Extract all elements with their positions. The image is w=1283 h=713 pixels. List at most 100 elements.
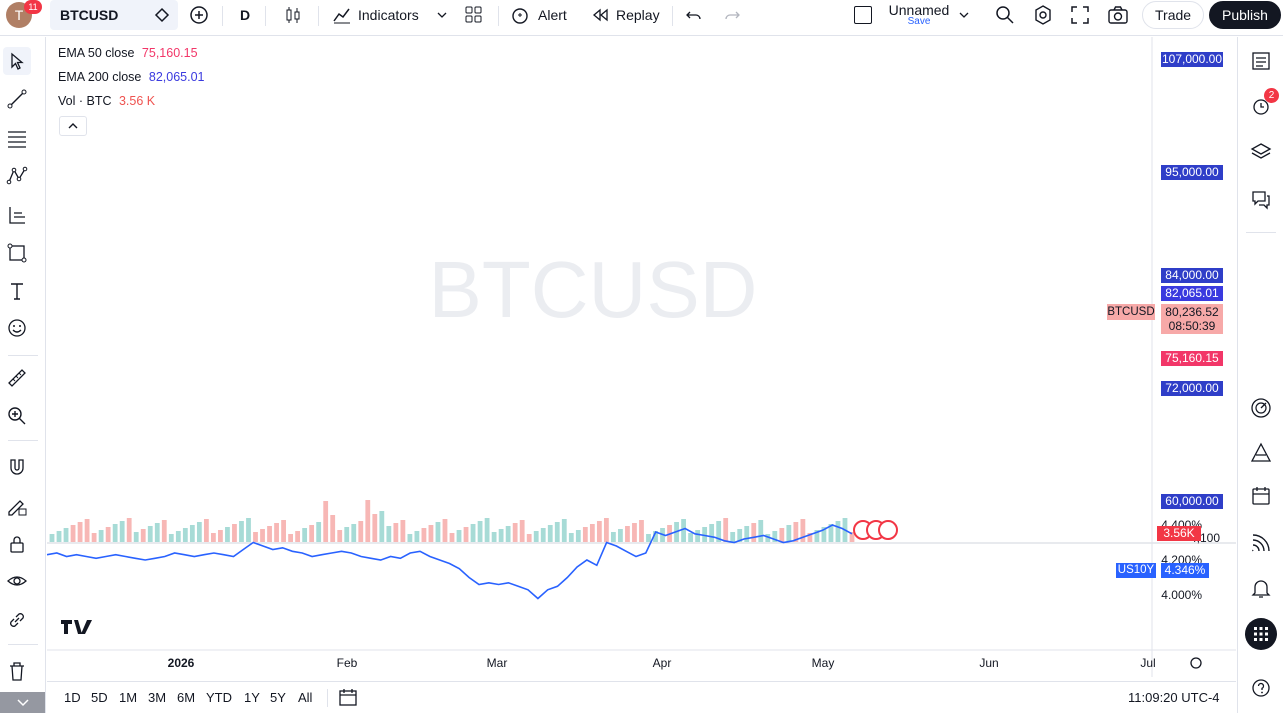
notifications-button[interactable] <box>1247 574 1275 602</box>
forecast-tool[interactable] <box>3 201 31 229</box>
chats-button[interactable] <box>1247 185 1275 213</box>
range-1m[interactable]: 1M <box>119 690 138 705</box>
collapse-toolbar-button[interactable] <box>0 692 45 713</box>
range-6m[interactable]: 6M <box>177 690 196 705</box>
cursor-icon <box>11 52 24 70</box>
range-ytd[interactable]: YTD <box>206 690 232 705</box>
indicators-dropdown[interactable] <box>436 0 448 30</box>
trade-button[interactable]: Trade <box>1142 0 1205 30</box>
fullscreen-button[interactable] <box>1070 0 1090 30</box>
fib-tool[interactable] <box>3 124 31 152</box>
horizontal-lines-icon <box>8 131 26 148</box>
shapes-tool[interactable] <box>3 239 31 267</box>
redo-button[interactable] <box>722 0 742 30</box>
chat-bubbles-icon <box>1252 191 1270 210</box>
us10y-line <box>46 524 853 600</box>
snapshot-button[interactable] <box>1107 0 1129 30</box>
indicators-label: Indicators <box>358 7 419 23</box>
drawing-mode-tool[interactable] <box>3 492 31 520</box>
news-button[interactable] <box>1247 529 1275 557</box>
publish-button[interactable]: Publish <box>1209 0 1281 30</box>
volume-bar <box>70 525 76 542</box>
volume-bar <box>618 529 623 542</box>
redo-icon <box>725 11 740 20</box>
quick-search-button[interactable] <box>994 0 1016 30</box>
layout-name-button[interactable]: Unnamed Save <box>888 2 950 27</box>
undo-button[interactable] <box>684 0 704 30</box>
publish-label: Publish <box>1209 1 1281 29</box>
settings-button[interactable] <box>1032 0 1054 30</box>
drawing-toolbar <box>0 37 46 713</box>
layout-checkbox[interactable] <box>854 0 872 30</box>
volume-bar <box>835 521 841 542</box>
lock-tool[interactable] <box>3 530 31 558</box>
volume-bar <box>246 518 251 542</box>
layout-dropdown[interactable] <box>958 0 970 30</box>
compare-diamond-icon[interactable] <box>154 7 170 23</box>
volume-bar <box>582 527 588 542</box>
volume-bar <box>421 528 427 542</box>
cursor-tool[interactable] <box>3 47 31 75</box>
calendar-button[interactable] <box>1247 482 1275 510</box>
hline-label: 60,000.00 <box>1161 494 1223 509</box>
ideas-button[interactable] <box>1247 439 1275 467</box>
ema50-legend[interactable]: EMA 50 close 75,160.15 <box>58 46 198 60</box>
ema200-legend[interactable]: EMA 200 close 82,065.01 <box>58 70 204 84</box>
zoom-tool[interactable] <box>3 402 31 430</box>
range-5d[interactable]: 5D <box>91 690 108 705</box>
collapse-legend-button[interactable] <box>59 116 87 136</box>
volume-legend[interactable]: Vol · BTC 3.56 K <box>58 94 155 108</box>
magnet-tool[interactable] <box>3 453 31 481</box>
fullscreen-icon <box>1071 6 1089 24</box>
smiley-icon <box>8 319 26 337</box>
time-axis-label: Mar <box>487 656 508 670</box>
replay-button[interactable]: Replay <box>590 0 660 30</box>
volume-bar <box>807 533 813 542</box>
range-3m[interactable]: 3M <box>148 690 167 705</box>
volume-bar <box>253 532 258 542</box>
volume-bar <box>540 528 546 542</box>
products-button[interactable] <box>1245 618 1277 650</box>
alerts-button[interactable] <box>1247 92 1275 120</box>
add-symbol-button[interactable] <box>189 0 209 30</box>
range-all[interactable]: All <box>298 690 313 705</box>
text-tool[interactable] <box>3 277 31 305</box>
candles-icon <box>286 7 300 23</box>
layouts-button[interactable] <box>464 0 484 30</box>
price-chart[interactable]: BTCUSD108,000.00104,000.00100,000.0096,0… <box>46 37 1236 677</box>
measure-tool[interactable] <box>3 364 31 392</box>
interval-button[interactable]: D <box>240 7 251 23</box>
volume-bar <box>365 500 371 542</box>
object-tree-button[interactable] <box>1247 138 1275 166</box>
hide-tool[interactable] <box>3 567 31 595</box>
chart-type-button[interactable] <box>283 0 303 30</box>
delete-tool[interactable] <box>3 657 31 685</box>
trendline-tool[interactable] <box>3 85 31 113</box>
watchlist-button[interactable] <box>1247 47 1275 75</box>
volume-legend-value: 3.56 K <box>118 94 156 108</box>
range-5y[interactable]: 5Y <box>270 690 286 705</box>
pattern-tool[interactable] <box>3 162 31 190</box>
clock[interactable]: 11:09:20 UTC-4 <box>1128 690 1220 705</box>
goto-date-button[interactable] <box>337 687 359 710</box>
icons-tool[interactable] <box>3 314 31 342</box>
technicals-button[interactable] <box>1247 394 1275 422</box>
volume-bar <box>140 529 146 542</box>
help-button[interactable] <box>1247 674 1275 702</box>
alert-button[interactable]: Alert <box>510 0 567 30</box>
range-1d[interactable]: 1D <box>64 690 81 705</box>
pattern-icon <box>6 166 28 185</box>
alarm-clock-icon <box>1253 99 1269 115</box>
layers-icon <box>1250 143 1272 159</box>
magnet-icon <box>10 459 24 475</box>
symbol-search[interactable]: BTCUSD <box>50 0 178 30</box>
volume-bar <box>547 525 553 542</box>
volume-bar <box>632 523 637 542</box>
range-1y[interactable]: 1Y <box>244 690 260 705</box>
volume-bar <box>681 519 686 542</box>
chart-area[interactable]: BTCUSD108,000.00104,000.00100,000.0096,0… <box>46 37 1236 677</box>
link-tool[interactable] <box>3 606 31 634</box>
indicators-button[interactable]: Indicators <box>332 0 419 30</box>
ruler-icon <box>8 369 26 387</box>
volume-bar <box>147 526 153 542</box>
